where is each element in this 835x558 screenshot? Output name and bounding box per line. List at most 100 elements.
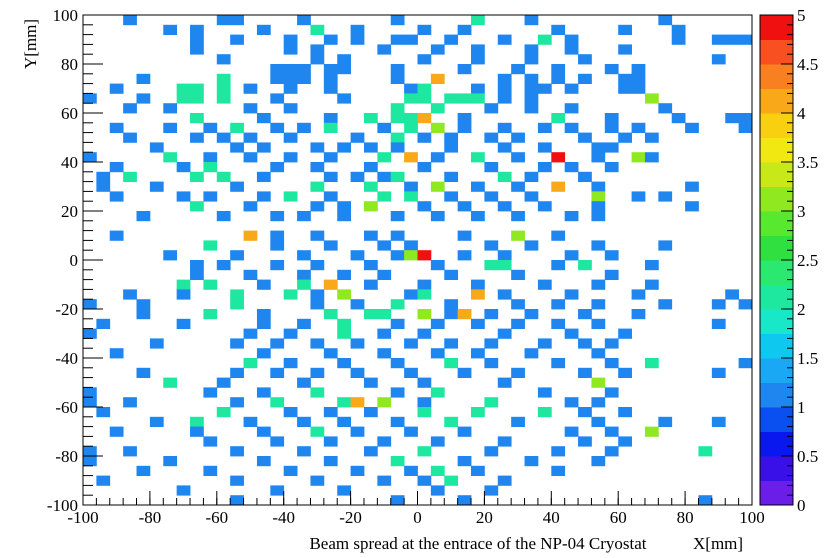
heatmap-cell: [256, 456, 271, 467]
heatmap-cell: [551, 358, 566, 369]
heatmap-cell: [511, 64, 525, 75]
heatmap-cell: [270, 93, 285, 104]
heatmap-cell: [83, 328, 97, 339]
heatmap-cell: [497, 260, 512, 271]
heatmap-cell: [377, 269, 392, 280]
heatmap-cell: [243, 132, 258, 143]
heatmap-cell: [524, 44, 539, 55]
heatmap-cell: [283, 73, 298, 84]
heatmap-cell: [658, 191, 673, 202]
heatmap-cell: [270, 367, 285, 378]
heatmap-cell: [417, 113, 432, 124]
heatmap-cell: [390, 358, 405, 369]
heatmap-cell: [537, 338, 552, 349]
heatmap-cell: [457, 24, 472, 35]
x-tick-label: 60: [610, 508, 627, 527]
heatmap-cell: [631, 64, 646, 75]
heatmap-cell: [484, 309, 499, 320]
heatmap-cell: [551, 73, 566, 84]
heatmap-cell: [644, 358, 659, 369]
heatmap-cell: [310, 142, 325, 153]
heatmap-cell: [297, 250, 311, 261]
heatmap-cell: [377, 328, 392, 339]
heatmap-cell: [604, 426, 619, 437]
heatmap-cell: [537, 407, 552, 418]
y-tick-label: -100: [47, 496, 78, 515]
heatmap-cell: [417, 162, 432, 173]
heatmap-cell: [511, 318, 525, 329]
heatmap-cell: [337, 64, 351, 75]
heatmap-cell: [404, 191, 418, 202]
heatmap-cell: [256, 387, 271, 398]
heatmap-cell: [390, 387, 405, 398]
heatmap-cell: [698, 446, 713, 457]
heatmap-cell: [564, 426, 579, 437]
y-tick-label: 0: [70, 251, 79, 270]
heatmap-cell: [524, 93, 539, 104]
heatmap-cell: [578, 54, 592, 65]
heatmap-cell: [711, 318, 726, 329]
heatmap-cell: [658, 299, 673, 310]
heatmap-cell: [471, 348, 485, 359]
heatmap-cell: [83, 446, 97, 457]
heatmap-cell: [711, 54, 726, 65]
heatmap-cell: [644, 260, 659, 271]
heatmap-cell: [270, 211, 285, 222]
heatmap-cell: [109, 162, 124, 173]
color-scale-tick-label: 3: [797, 202, 806, 221]
heatmap-cell: [524, 191, 539, 202]
heatmap-cell: [578, 73, 592, 84]
x-axis-title: Beam spread at the entrace of the NP-04 …: [309, 534, 646, 553]
heatmap-cell: [377, 171, 392, 182]
heatmap-cell: [377, 348, 392, 359]
heatmap-cell: [256, 318, 271, 329]
heatmap-cell: [537, 142, 552, 153]
heatmap-cell: [163, 24, 178, 35]
heatmap-cell: [671, 113, 686, 124]
heatmap-cell: [377, 240, 392, 251]
heatmap-cell: [390, 250, 405, 261]
heatmap-cell: [270, 397, 285, 408]
heatmap-cell: [484, 132, 499, 143]
heatmap-cell: [604, 338, 619, 349]
heatmap-cell: [671, 34, 686, 45]
heatmap-cell: [230, 34, 244, 45]
heatmap-cell: [430, 181, 445, 192]
heatmap-cell: [564, 397, 579, 408]
heatmap-cell: [230, 142, 244, 153]
heatmap-cell: [404, 465, 418, 476]
heatmap-cell: [604, 122, 619, 133]
heatmap-cell: [537, 122, 552, 133]
heatmap-cell: [444, 309, 459, 320]
color-scale-segment: [760, 456, 793, 481]
heatmap-cell: [203, 152, 218, 163]
heatmap-cell: [323, 64, 338, 75]
heatmap-cell: [377, 309, 392, 320]
heatmap-cell: [444, 93, 459, 104]
heatmap-cell: [256, 24, 271, 35]
heatmap-cell: [471, 54, 485, 65]
heatmap-cell: [363, 162, 378, 173]
heatmap-cell: [685, 201, 699, 212]
heatmap-cell: [725, 113, 740, 124]
heatmap-cell: [390, 142, 405, 153]
heatmap-cell: [96, 171, 111, 182]
heatmap-cell: [497, 436, 512, 447]
heatmap-cell: [564, 162, 579, 173]
heatmap-cell: [96, 181, 111, 192]
heatmap-cell: [578, 436, 592, 447]
heatmap-cell: [618, 407, 632, 418]
heatmap-cell: [390, 34, 405, 45]
heatmap-cell: [725, 34, 740, 45]
heatmap-cell: [123, 397, 137, 408]
heatmap-cell: [604, 142, 619, 153]
heatmap-cell: [524, 15, 539, 26]
heatmap-cell: [631, 191, 646, 202]
heatmap-cell: [176, 162, 191, 173]
heatmap-cell: [230, 181, 244, 192]
color-scale-tick-label: 2.5: [797, 251, 818, 270]
heatmap-cell: [176, 83, 191, 94]
heatmap-cell: [243, 328, 258, 339]
heatmap-cell: [190, 416, 204, 427]
heatmap-cell: [404, 250, 418, 261]
